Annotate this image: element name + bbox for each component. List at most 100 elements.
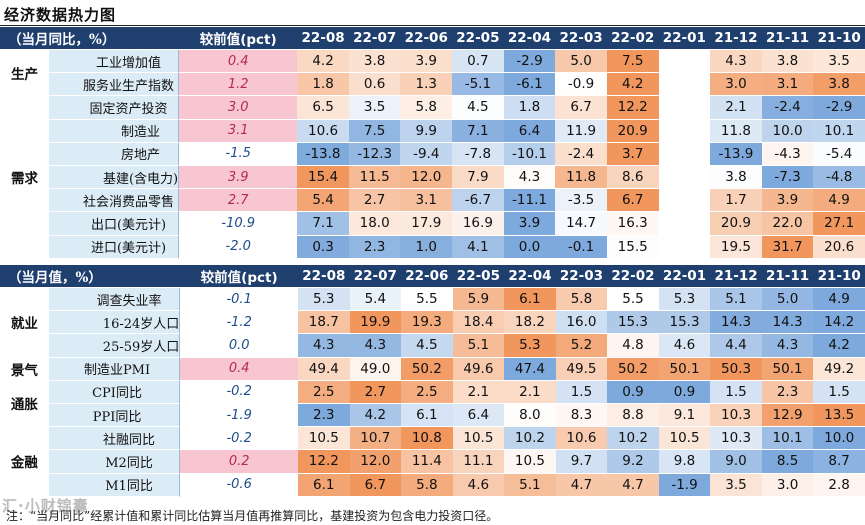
heat-cell: 13.5 <box>813 403 865 428</box>
heat-cell: 4.2 <box>297 50 349 74</box>
heat-cell: 50.3 <box>710 357 762 381</box>
prev-change-cell: 0.2 <box>180 450 299 474</box>
heat-cell: 3.0 <box>710 73 762 97</box>
heat-cell: 0.9 <box>607 380 659 404</box>
prev-change-cell: -0.1 <box>180 288 299 312</box>
prev-change-cell: 3.9 <box>179 165 298 190</box>
heat-cell: 6.7 <box>606 189 659 213</box>
heat-cell: -5.1 <box>452 73 504 97</box>
heat-cell: 10.8 <box>401 427 453 451</box>
heat-cell: 0.0 <box>503 235 556 259</box>
month-header: 21-11 <box>761 27 814 50</box>
header-row: （当月同比，%） 较前值(pct) 22-08 22-07 22-06 22-05 22-0… <box>0 27 865 50</box>
heat-cell: 4.5 <box>452 96 504 120</box>
table-row: 16-24岁人口 -1.2 18.7 19.9 19.3 18.4 18.2 16.0 15.3… <box>0 311 865 335</box>
prev-change-cell: 2.7 <box>179 189 298 213</box>
prev-change-cell: -1.5 <box>179 142 298 166</box>
heat-cell: 1.3 <box>400 73 453 97</box>
table-row: 进口(美元计) -2.0 0.3 2.3 1.0 4.1 0.0 -0.1 15.5 19.5 31… <box>0 235 865 259</box>
heat-cell: 22.0 <box>761 212 814 236</box>
heat-cell: 3.0 <box>761 473 814 497</box>
heat-cell <box>658 212 711 236</box>
month-header: 21-12 <box>710 265 762 288</box>
prev-change-cell: 1.2 <box>179 73 298 97</box>
table-row: 基建(含电力) 3.9 15.4 11.5 12.0 7.9 4.3 11.8 8.6 3.8 -7… <box>0 165 865 190</box>
heat-cell: 6.5 <box>297 96 349 120</box>
heat-cell: 27.1 <box>813 212 865 236</box>
heat-cell: 6.1 <box>298 473 350 497</box>
heat-cell: 19.3 <box>401 311 453 335</box>
group-label: 金融 <box>0 427 49 497</box>
heat-cell: 18.7 <box>298 311 350 335</box>
heat-cell: 5.8 <box>555 288 608 312</box>
month-header: 21-12 <box>710 27 762 50</box>
heat-cell: 50.1 <box>761 357 814 381</box>
table-row: 房地产 -1.5 -13.8 -12.3 -9.4 -7.8 -10.1 -2.4 3.7 -13… <box>0 142 865 166</box>
prev-change-cell: 3.1 <box>179 119 298 143</box>
heat-cell: 15.5 <box>606 235 659 259</box>
heat-cell <box>658 142 711 166</box>
month-header: 22-02 <box>606 27 659 50</box>
heat-cell: 8.8 <box>607 403 659 428</box>
heat-cell: 6.4 <box>452 403 505 428</box>
heat-cell: 7.5 <box>606 50 659 74</box>
prev-change-cell: 3.0 <box>179 96 298 120</box>
row-label: 出口(美元计) <box>48 212 180 236</box>
heat-cell: 10.6 <box>297 119 349 143</box>
heat-cell: 10.5 <box>658 427 711 451</box>
row-label: 25-59岁人口 <box>48 334 181 358</box>
heat-cell: 5.9 <box>452 288 505 312</box>
heat-cell: 12.0 <box>349 450 402 474</box>
heat-cell <box>658 73 711 97</box>
heat-cell: 17.9 <box>400 212 453 236</box>
heat-cell: -11.1 <box>503 189 556 213</box>
heat-cell: 2.8 <box>813 473 865 497</box>
heat-cell: 3.7 <box>606 142 659 166</box>
heat-cell: 10.3 <box>710 427 762 451</box>
heat-cell: 10.6 <box>555 427 608 451</box>
table-row: 景气 制造业PMI 0.4 49.4 49.0 50.2 49.6 47.4 49.5 50.2 5… <box>0 357 865 381</box>
heat-cell: 5.8 <box>401 473 453 497</box>
heat-cell: 3.9 <box>400 50 453 74</box>
heat-cell: 6.1 <box>504 288 556 312</box>
heat-cell: 2.7 <box>348 189 401 213</box>
heat-cell: 4.2 <box>606 73 659 97</box>
row-label: 社融同比 <box>48 427 181 451</box>
heat-cell: 20.9 <box>710 212 762 236</box>
heat-cell: 3.8 <box>348 50 401 74</box>
row-label: 调查失业率 <box>48 288 181 312</box>
heat-cell: 4.3 <box>761 334 814 358</box>
table-row: 需求 固定资产投资 3.0 6.5 3.5 5.8 4.5 1.8 6.7 12.2 2.1 -2.4… <box>0 96 865 259</box>
heat-cell: 2.1 <box>504 380 556 404</box>
heat-cell: 5.3 <box>658 288 711 312</box>
heat-cell: 15.3 <box>658 311 711 335</box>
heat-cell: 10.0 <box>761 119 814 143</box>
table-row: 生产 工业增加值 0.4 4.2 3.8 3.9 0.7 -2.9 5.0 7.5 4.3 3.8 3.… <box>0 50 865 97</box>
heat-cell: 1.5 <box>710 380 762 404</box>
heat-cell: 8.3 <box>555 403 608 428</box>
section-header-label: （当月同比，%） <box>0 27 180 50</box>
heat-cell: 3.8 <box>761 50 814 74</box>
prev-change-header: 较前值(pct) <box>179 27 298 50</box>
month-header: 22-04 <box>504 265 556 288</box>
prev-change-cell: -0.6 <box>180 473 299 497</box>
row-label: 进口(美元计) <box>48 235 180 259</box>
heatmap-table-yoy: （当月同比，%） 较前值(pct) 22-08 22-07 22-06 22-05 22-0… <box>0 27 865 259</box>
heat-cell: 3.1 <box>761 73 814 97</box>
heat-cell: 0.9 <box>658 380 711 404</box>
heat-cell: 3.9 <box>761 189 814 213</box>
heat-cell: 4.3 <box>349 334 402 358</box>
heat-cell: 3.1 <box>400 189 453 213</box>
heat-cell: -4.3 <box>761 142 814 166</box>
heat-cell <box>658 119 711 143</box>
month-header: 22-01 <box>658 265 711 288</box>
heat-cell: 9.0 <box>710 450 762 474</box>
heat-cell: -3.5 <box>555 189 607 213</box>
heat-cell: 5.1 <box>504 473 556 497</box>
prev-change-cell: -0.2 <box>180 427 299 451</box>
month-header: 22-07 <box>349 265 402 288</box>
heat-cell: 6.7 <box>555 96 607 120</box>
heat-cell: -2.4 <box>555 142 607 166</box>
heat-cell: 4.1 <box>452 235 504 259</box>
heat-cell: -9.4 <box>400 142 453 166</box>
